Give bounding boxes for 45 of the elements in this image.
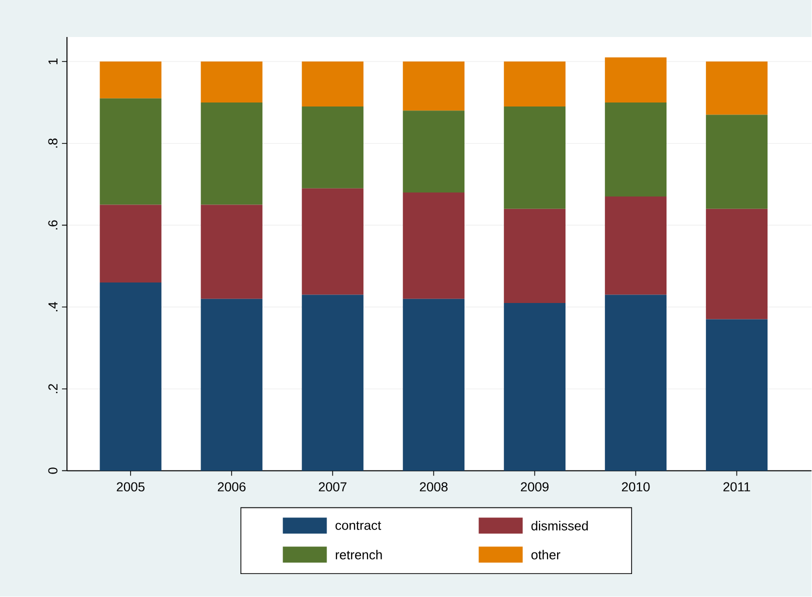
bar [100,282,162,471]
bar [604,294,667,471]
bar [100,62,162,99]
x-tick-label: 2006 [218,482,246,492]
y-tick-label: 1 [48,58,58,64]
bar [504,303,566,471]
legend-label: dismissed [531,521,588,531]
bar [302,62,364,107]
bar [604,58,667,103]
bar [200,62,262,103]
bar [100,204,162,283]
bar [402,110,464,193]
bar [200,299,262,471]
bar [504,106,566,210]
bar [302,188,364,295]
x-tick-label: 2005 [116,482,145,492]
bar [504,62,566,107]
bar [604,102,667,197]
bar [706,62,768,115]
legend-label: other [531,550,560,560]
y-tick-label: .6 [48,220,58,230]
bar [504,209,566,304]
y-tick-label: 0 [48,468,58,474]
x-tick-label: 2007 [318,482,346,492]
bar [402,62,464,111]
bar [100,98,162,205]
bar [200,204,262,300]
x-tick-label: 2009 [520,482,549,492]
x-tick-label: 2010 [622,482,650,492]
bar [706,114,768,210]
y-tick-label: .8 [48,138,58,148]
bar [200,102,262,205]
bar [402,299,464,471]
bar [302,294,364,471]
bar [402,192,464,300]
x-tick-label: 2011 [723,482,750,492]
bar [604,196,667,295]
y-tick-label: .2 [48,384,58,394]
y-tick-label: .4 [48,302,58,312]
bar [706,209,768,320]
legend-label: contract [336,522,382,530]
bar [706,319,768,471]
legend-label: retrench [336,550,382,560]
x-tick-label: 2008 [420,482,448,492]
bar [302,106,364,189]
